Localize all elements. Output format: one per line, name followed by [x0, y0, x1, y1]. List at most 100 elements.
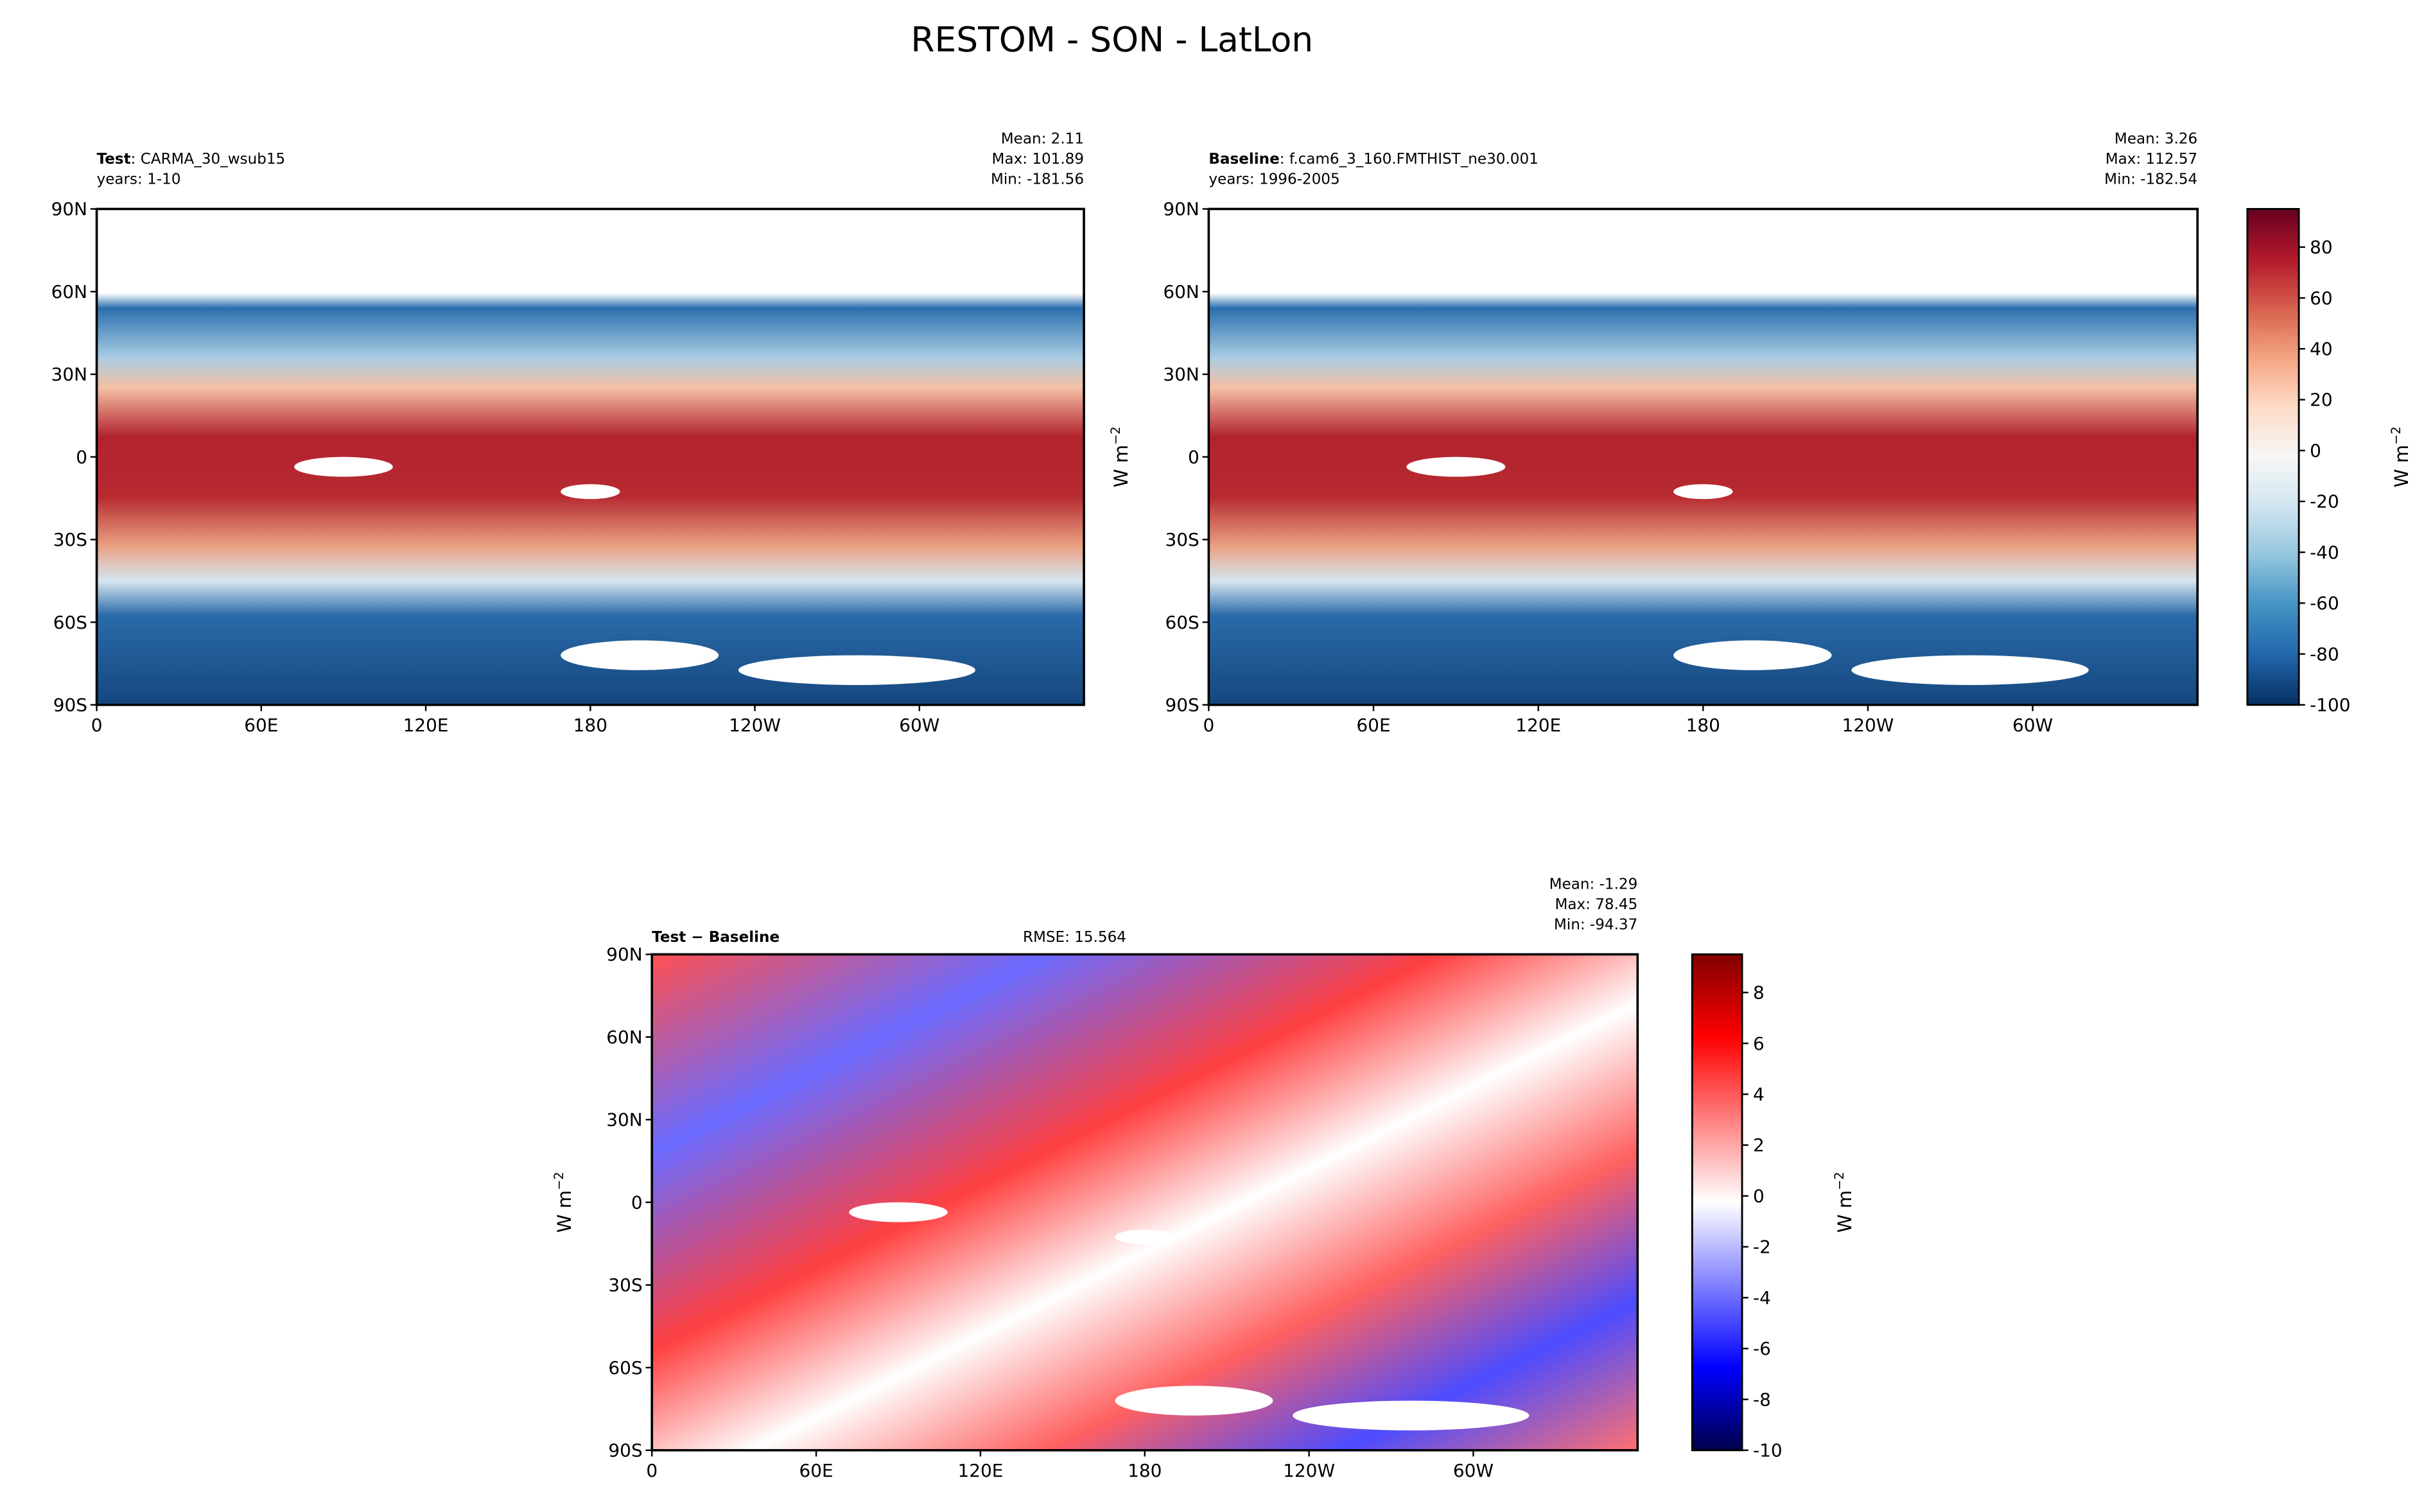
- x-tick-label: 120W: [729, 715, 781, 736]
- figure-title: RESTOM - SON - LatLon: [911, 19, 1313, 60]
- colorbar-tick-label: -60: [2310, 593, 2339, 614]
- colorbar-tick-label: -40: [2310, 542, 2339, 563]
- axis-label: W m−2: [1832, 1172, 1856, 1233]
- colorbar-tick-label: 40: [2310, 338, 2333, 360]
- panel-label-case: : CARMA_30_wsub15: [131, 151, 286, 168]
- x-tick-label: 60E: [799, 1460, 833, 1481]
- map-patch: [1673, 484, 1733, 500]
- colorbar-tick-label: -10: [1753, 1440, 1783, 1461]
- x-tick-label: 60E: [1356, 715, 1390, 736]
- panel-stat: Max: 112.57: [2106, 151, 2197, 168]
- x-tick-label: 120W: [1283, 1460, 1335, 1481]
- axis-label-exponent: −2: [2389, 426, 2403, 445]
- axis-label-unit: W m: [1110, 445, 1132, 487]
- colorbar-tick-label: 0: [2310, 440, 2321, 461]
- panel-years: years: 1996-2005: [1208, 171, 1339, 188]
- map-patch: [1673, 640, 1832, 670]
- map-patch: [294, 456, 393, 477]
- colorbar-tick-label: 20: [2310, 389, 2333, 410]
- axis-label-unit: W m: [554, 1190, 575, 1233]
- panel-stat: Mean: 3.26: [2115, 130, 2197, 147]
- y-tick-label: 90S: [608, 1440, 642, 1461]
- y-tick-label: 90S: [1165, 695, 1199, 716]
- axis-label-unit: W m: [1834, 1190, 1856, 1233]
- colorbar-tick-label: 4: [1753, 1084, 1765, 1105]
- x-tick-label: 180: [1686, 715, 1720, 736]
- x-tick-label: 60W: [899, 715, 939, 736]
- x-tick-label: 120E: [957, 1460, 1003, 1481]
- colorbar-tick-label: -8: [1753, 1389, 1771, 1410]
- y-tick-label: 90N: [1163, 198, 1199, 220]
- map-patch: [738, 655, 975, 685]
- panel-stat: Min: -182.54: [2104, 171, 2197, 188]
- panel-stat: Mean: -1.29: [1549, 876, 1638, 892]
- x-tick-label: 0: [646, 1460, 658, 1481]
- colorbar-tick-label: -20: [2310, 491, 2339, 512]
- axis-label: W m−2: [552, 1172, 575, 1233]
- map-patch: [1115, 1230, 1174, 1245]
- colorbar-tick-label: 6: [1753, 1033, 1765, 1054]
- panel-label: Test − Baseline: [652, 929, 780, 946]
- y-tick-label: 60S: [608, 1357, 642, 1378]
- colorbar-tick-label: -80: [2310, 643, 2339, 665]
- colorbar-tick-label: 60: [2310, 288, 2333, 309]
- panel-stat: Mean: 2.11: [1001, 130, 1084, 147]
- colorbar-tick-label: 0: [1753, 1185, 1765, 1206]
- y-tick-label: 0: [76, 446, 87, 467]
- y-tick-label: 60S: [53, 612, 87, 633]
- panel-label: Baseline: f.cam6_3_160.FMTHIST_ne30.001: [1208, 151, 1538, 168]
- y-tick-label: 60N: [606, 1027, 642, 1048]
- map-patch: [1406, 456, 1506, 477]
- map-field: [652, 954, 1638, 1450]
- x-tick-label: 0: [91, 715, 103, 736]
- panel-years: years: 1-10: [97, 171, 181, 188]
- panel-rmse: RMSE: 15.564: [1023, 929, 1126, 946]
- map-patch: [1115, 1386, 1273, 1416]
- y-tick-label: 30N: [606, 1109, 642, 1131]
- map-patch: [561, 640, 719, 670]
- x-tick-label: 60W: [2012, 715, 2053, 736]
- colorbar-tick-label: 8: [1753, 982, 1765, 1004]
- y-tick-label: 30S: [1165, 529, 1199, 550]
- y-tick-label: 0: [1188, 446, 1199, 467]
- panel-stat: Min: -181.56: [991, 171, 1084, 188]
- axis-label-exponent: −2: [552, 1172, 566, 1190]
- map-patch: [1851, 655, 2089, 685]
- panel-label-case: : f.cam6_3_160.FMTHIST_ne30.001: [1280, 151, 1539, 168]
- axis-label: W m−2: [1108, 426, 1132, 487]
- map-patch: [561, 484, 620, 500]
- map-field: [96, 209, 1085, 705]
- axis-label-exponent: −2: [1108, 426, 1123, 445]
- y-tick-label: 60N: [1163, 281, 1199, 302]
- y-tick-label: 30S: [53, 529, 87, 550]
- colorbar-tick-label: 2: [1753, 1134, 1765, 1156]
- axis-label-exponent: −2: [1832, 1172, 1847, 1190]
- axis-label-unit: W m: [2391, 445, 2412, 487]
- colorbar-tick-label: -2: [1753, 1237, 1771, 1258]
- y-tick-label: 0: [631, 1192, 643, 1213]
- map-patch: [849, 1202, 948, 1222]
- y-tick-label: 30N: [1163, 364, 1199, 385]
- x-tick-label: 120E: [403, 715, 449, 736]
- colorbar: [2246, 208, 2300, 706]
- panel-label-name: Test: [97, 151, 131, 168]
- x-tick-label: 60W: [1453, 1460, 1494, 1481]
- y-tick-label: 60N: [51, 281, 87, 302]
- map-field: [1208, 209, 2198, 705]
- colorbar: [1691, 953, 1743, 1452]
- x-tick-label: 180: [573, 715, 607, 736]
- axis-label: W m−2: [2389, 426, 2412, 487]
- y-tick-label: 90S: [53, 695, 87, 716]
- colorbar-tick-label: -4: [1753, 1287, 1771, 1308]
- x-tick-label: 0: [1203, 715, 1214, 736]
- y-tick-label: 30N: [51, 364, 87, 385]
- colorbar-tick-label: -100: [2310, 695, 2350, 716]
- map-patch: [1293, 1400, 1530, 1430]
- panel-stat: Min: -94.37: [1554, 917, 1637, 934]
- colorbar-tick-label: 80: [2310, 237, 2333, 258]
- panel-label-name: Baseline: [1208, 151, 1279, 168]
- x-tick-label: 60E: [244, 715, 278, 736]
- y-tick-label: 90N: [606, 944, 642, 965]
